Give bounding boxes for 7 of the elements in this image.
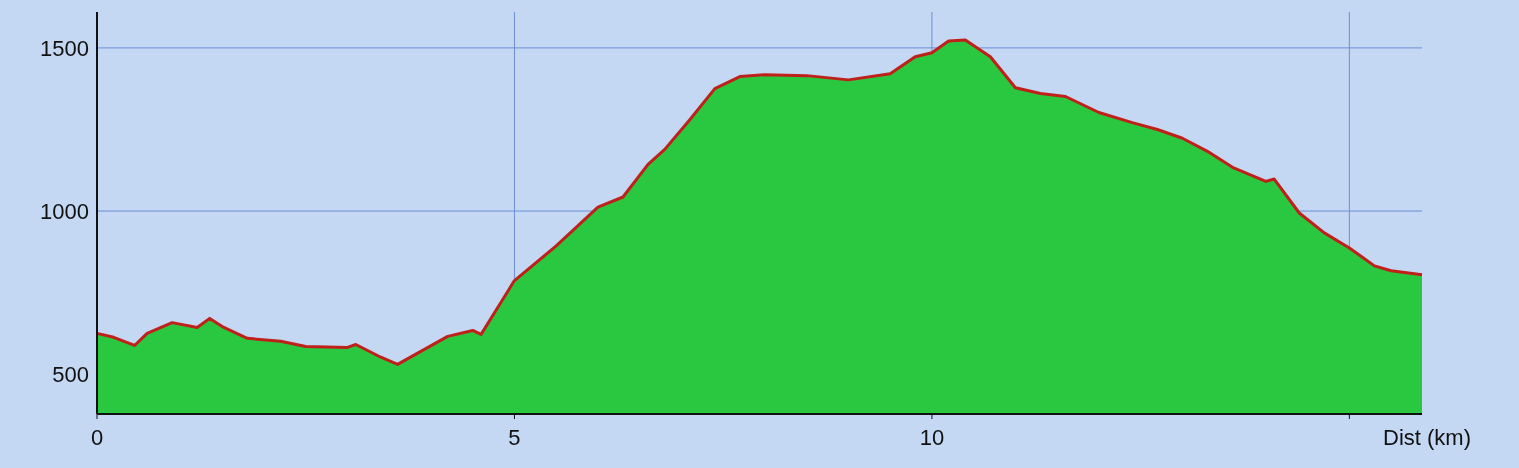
x-tick-label: 10	[919, 425, 945, 450]
x-axis-title: Dist (km)	[1383, 425, 1471, 450]
y-tick-label: 1500	[40, 35, 89, 61]
y-tick-label: 1000	[40, 199, 89, 225]
x-tick-label: 5	[508, 425, 521, 450]
x-tick-label: 0	[90, 425, 104, 450]
y-tick-label: 500	[52, 362, 89, 388]
